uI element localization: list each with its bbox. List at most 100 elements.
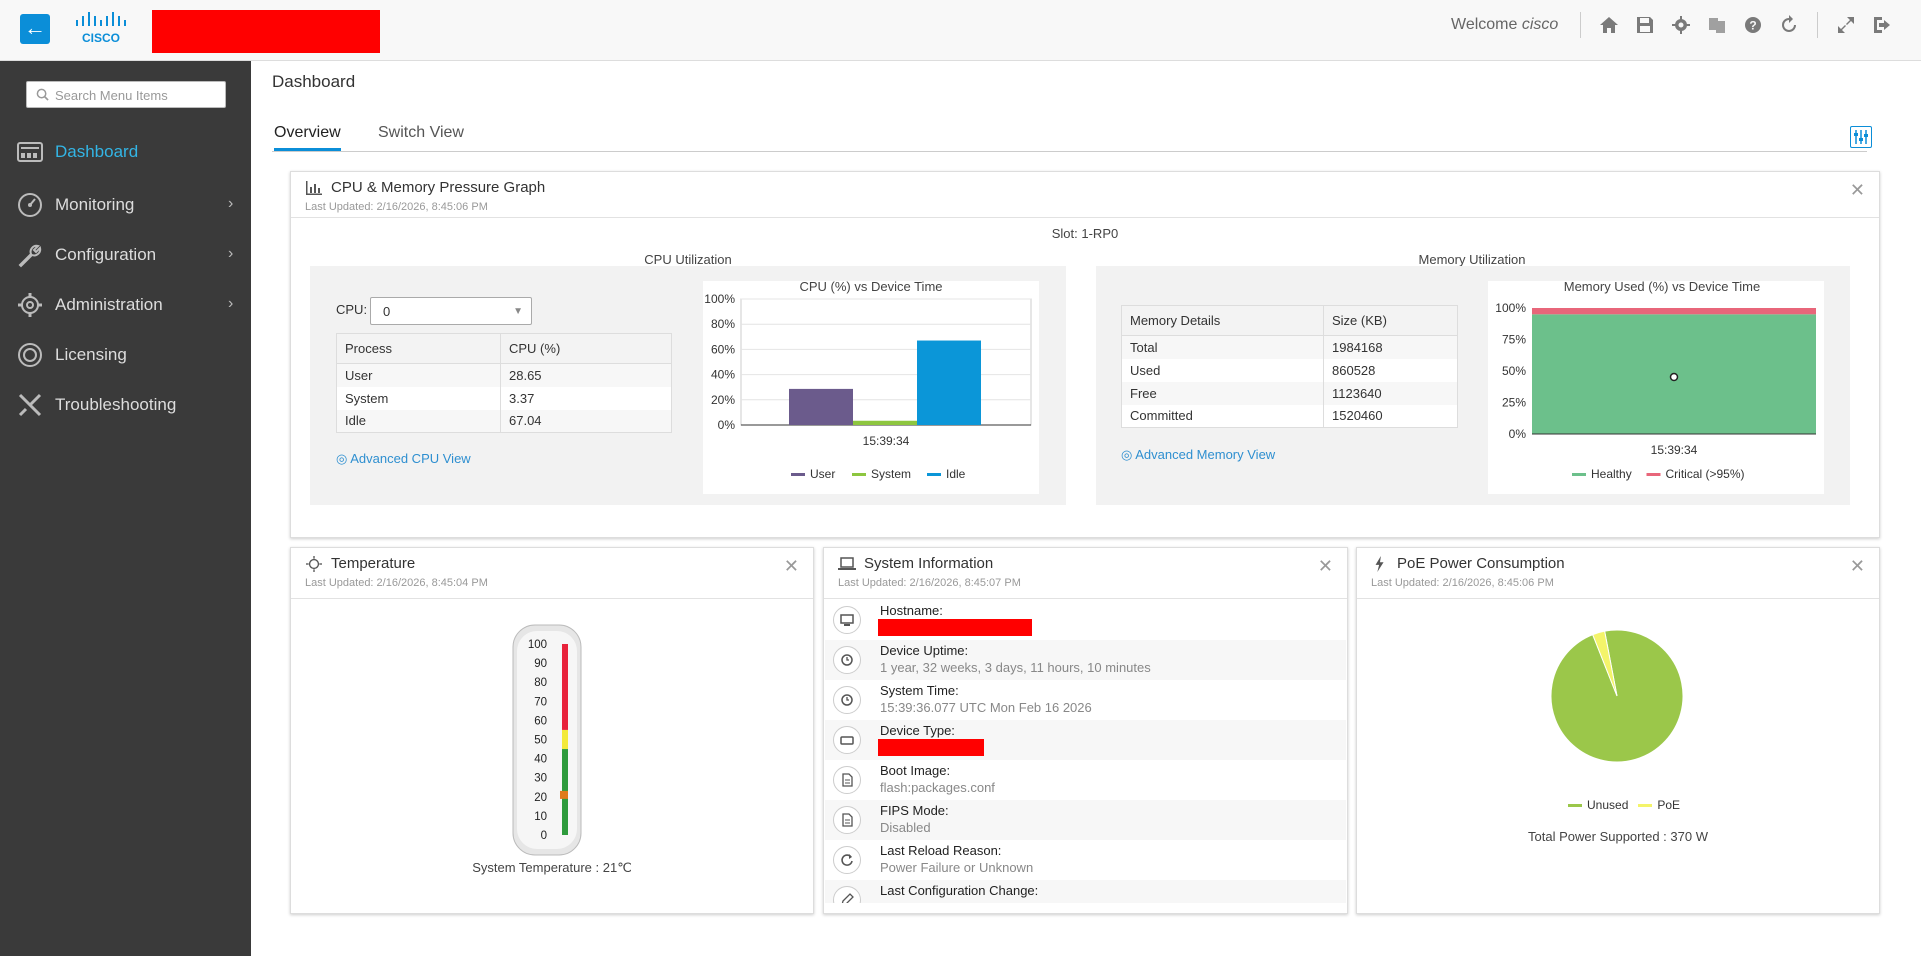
info-label: Device Uptime:	[880, 643, 969, 658]
device-icon	[833, 726, 861, 754]
info-value: 1 year, 32 weeks, 3 days, 11 hours, 10 m…	[880, 660, 1151, 675]
info-label: Boot Image:	[880, 763, 951, 778]
cpu-process-table: Process CPU (%) User 28.65 System 3.37 Idle…	[336, 333, 672, 433]
temperature-tick-label: 90	[534, 658, 547, 670]
legend-swatch	[927, 473, 941, 476]
x-tick-label: 15:39:34	[863, 434, 910, 448]
legend-swatch-unused	[1568, 803, 1582, 807]
bar-chart-icon	[306, 181, 322, 195]
temperature-tick-label: 80	[534, 677, 547, 689]
sidebar-item-dashboard[interactable]: Dashboard	[0, 132, 251, 172]
temperature-panel: Temperature Last Updated: 2/16/2026, 8:4…	[290, 547, 814, 914]
translate-icon[interactable]	[1705, 13, 1729, 37]
temperature-tick-label: 60	[534, 715, 547, 727]
reload-icon	[833, 846, 861, 874]
sidebar-item-label: Monitoring	[55, 195, 135, 214]
bar-system	[853, 420, 917, 425]
expand-icon[interactable]	[1834, 13, 1858, 37]
chevron-right-icon: ›	[228, 195, 234, 212]
sidebar-item-monitoring[interactable]: Monitoring ›	[0, 185, 251, 225]
chevron-down-icon: ▼	[513, 306, 523, 317]
temperature-tick-label: 100	[528, 639, 547, 651]
legend-label: User	[810, 467, 835, 481]
table-cell: 1520460	[1323, 404, 1458, 428]
y-tick-label: 20%	[711, 393, 735, 407]
table-cell: Idle	[336, 409, 501, 433]
y-tick-label: 50%	[1502, 364, 1526, 378]
info-label: Last Reload Reason:	[880, 843, 1002, 858]
chart-title: CPU (%) vs Device Time	[799, 281, 942, 294]
table-header: CPU (%)	[500, 333, 672, 364]
search-menu-input[interactable]: Search Menu Items	[26, 81, 226, 108]
cpu-select[interactable]: 0 ▼	[370, 297, 532, 325]
close-icon[interactable]: ✕	[1849, 180, 1865, 200]
close-icon[interactable]: ✕	[783, 556, 799, 576]
svg-text:CISCO: CISCO	[82, 31, 120, 45]
license-icon	[18, 343, 42, 367]
pie-slice-poe	[1592, 630, 1618, 697]
cpu-chart: CPU (%) vs Device Time 100% 80% 60% 40% 20% 0%…	[703, 279, 1039, 494]
total-power-supported: Total Power Supported : 370 W	[1528, 829, 1708, 844]
scale-red-zone	[562, 644, 568, 730]
back-arrow-button[interactable]: ←	[20, 14, 50, 44]
table-header-row: Memory Details Size (KB)	[1121, 305, 1458, 336]
edit-icon	[833, 886, 861, 903]
sidebar-item-licensing[interactable]: Licensing	[0, 335, 251, 375]
bar-user	[789, 388, 853, 425]
cpu-chart-svg: CPU (%) vs Device Time 100% 80% 60% 40% 20% 0%…	[704, 279, 1032, 481]
table-cell: System	[336, 386, 501, 410]
info-value: 15:39:36.077 UTC Mon Feb 16 2026	[880, 700, 1092, 715]
search-icon	[36, 88, 49, 101]
username: cisco	[1521, 16, 1559, 33]
home-icon[interactable]	[1597, 13, 1621, 37]
table-cell: 1123640	[1323, 381, 1458, 405]
sidebar-item-troubleshooting[interactable]: Troubleshooting	[0, 385, 251, 425]
system-info-list[interactable]: Hostname: Device Uptime: 1 year, 32 week…	[825, 600, 1346, 903]
legend-label-unused: Unused	[1587, 798, 1629, 812]
info-value: flash:packages.conf	[880, 780, 995, 795]
sidebar-item-configuration[interactable]: Configuration ›	[0, 235, 251, 275]
close-icon[interactable]: ✕	[1849, 556, 1865, 576]
poe-pie-chart	[1550, 629, 1684, 763]
x-tick-label: 15:39:34	[1651, 443, 1698, 457]
advanced-memory-view-link[interactable]: ◎ Advanced Memory View	[1121, 447, 1275, 463]
file-icon	[833, 806, 861, 834]
table-cell: User	[336, 363, 501, 387]
table-header: Process	[336, 333, 501, 364]
advanced-cpu-view-link[interactable]: ◎ Advanced CPU View	[336, 451, 471, 467]
help-icon[interactable]: ?	[1741, 13, 1765, 37]
area-critical	[1532, 308, 1816, 315]
legend-swatch-poe	[1638, 803, 1653, 807]
tab-overview[interactable]: Overview	[274, 124, 341, 151]
y-tick-label: 0%	[718, 418, 736, 432]
sidebar-item-label: Configuration	[55, 245, 157, 264]
welcome-text: Welcome cisco	[1451, 16, 1559, 33]
scale-yellow-zone	[562, 729, 568, 750]
customize-dashboard-button[interactable]	[1850, 126, 1872, 148]
chevron-right-icon: ›	[228, 295, 234, 312]
info-value: Power Failure or Unknown	[880, 860, 1034, 875]
memory-chart-svg: Memory Used (%) vs Device Time 100% 75% 50%…	[1495, 279, 1816, 481]
info-value: Disabled	[880, 820, 931, 835]
legend-label: Idle	[946, 467, 966, 481]
poe-legend: Unused PoE	[1560, 798, 1680, 812]
refresh-icon[interactable]	[1777, 13, 1801, 37]
sidebar-item-administration[interactable]: Administration ›	[0, 285, 251, 325]
svg-text:?: ?	[1749, 19, 1756, 33]
sliders-icon	[1854, 130, 1868, 144]
panel-title: PoE Power Consumption	[1397, 555, 1565, 572]
temperature-tick-label: 30	[534, 773, 547, 785]
info-row-uptime: Device Uptime: 1 year, 32 weeks, 3 days,…	[825, 640, 1346, 680]
table-row: Free 1123640	[1121, 381, 1458, 405]
save-icon[interactable]	[1633, 13, 1657, 37]
gear-icon[interactable]	[1669, 13, 1693, 37]
cpu-select-label: CPU:	[336, 302, 368, 317]
tab-switch-view[interactable]: Switch View	[378, 124, 464, 141]
close-icon[interactable]: ✕	[1317, 556, 1333, 576]
info-row-last-reload: Last Reload Reason: Power Failure or Unk…	[825, 840, 1346, 880]
logout-icon[interactable]	[1870, 13, 1894, 37]
table-header: Size (KB)	[1323, 305, 1458, 336]
table-row: Total 1984168	[1121, 335, 1458, 359]
slot-label: Slot: 1-RP0	[1051, 226, 1119, 241]
